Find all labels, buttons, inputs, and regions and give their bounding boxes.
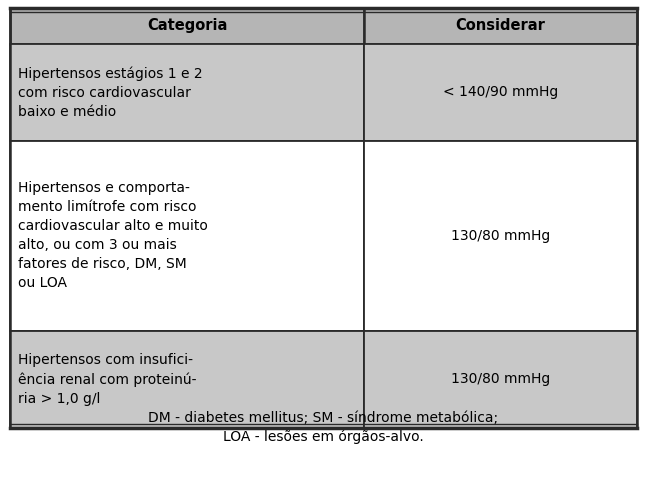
Text: < 140/90 mmHg: < 140/90 mmHg	[443, 86, 558, 99]
Text: Categoria: Categoria	[147, 18, 227, 33]
Text: Hipertensos com insufici-
ência renal com proteinú-
ria > 1,0 g/l: Hipertensos com insufici- ência renal co…	[18, 353, 197, 406]
Bar	[364, 141, 637, 331]
Bar	[364, 331, 637, 428]
Bar	[10, 44, 364, 141]
Bar	[10, 141, 364, 331]
Text: LOA - lesões em órgãos-alvo.: LOA - lesões em órgãos-alvo.	[223, 430, 424, 444]
Text: DM - diabetes mellitus; SM - síndrome metabólica;: DM - diabetes mellitus; SM - síndrome me…	[148, 411, 499, 425]
Text: Considerar: Considerar	[455, 18, 545, 33]
Text: 130/80 mmHg: 130/80 mmHg	[451, 372, 550, 386]
Bar	[10, 331, 364, 428]
Text: Hipertensos estágios 1 e 2
com risco cardiovascular
baixo e médio: Hipertensos estágios 1 e 2 com risco car…	[18, 66, 203, 119]
Bar	[364, 8, 637, 44]
Bar	[364, 44, 637, 141]
Text: 130/80 mmHg: 130/80 mmHg	[451, 229, 550, 243]
Text: Hipertensos e comporta-
mento limítrofe com risco
cardiovascular alto e muito
al: Hipertensos e comporta- mento limítrofe …	[18, 182, 208, 290]
Bar	[10, 8, 364, 44]
